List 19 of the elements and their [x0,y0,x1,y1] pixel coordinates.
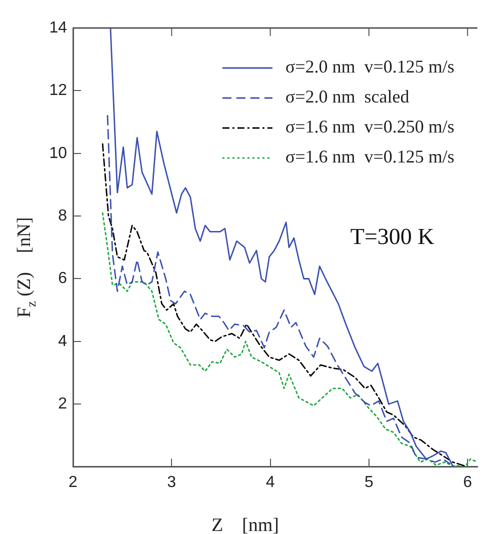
y-tick-label: 12 [49,82,68,100]
x-tick-label: 4 [266,474,275,491]
legend-label: σ=1.6 nm v=0.125 m/s [285,146,454,167]
x-axis-title: Z [nm] [211,515,279,534]
y-tick-label: 8 [58,207,68,224]
y-axis-title: Fz (Z) [nN] [14,217,39,318]
legend-label: σ=2.0 nm scaled [285,86,410,107]
y-tick-label: 2 [58,396,68,413]
line-series [102,212,478,467]
y-tick-label: 14 [49,19,68,36]
y-tick-label: 4 [58,332,68,350]
legend-label: σ=1.6 nm v=0.250 m/s [285,116,454,137]
y-tick-label: 10 [49,144,68,162]
x-tick-label: 3 [167,474,176,491]
annotation: T=300 K [350,224,435,250]
legend-label: σ=2.0 nm v=0.125 m/s [285,56,454,77]
x-tick-label: 5 [364,474,374,491]
y-tick-label: 6 [58,270,68,288]
x-tick-label: 6 [463,474,472,491]
